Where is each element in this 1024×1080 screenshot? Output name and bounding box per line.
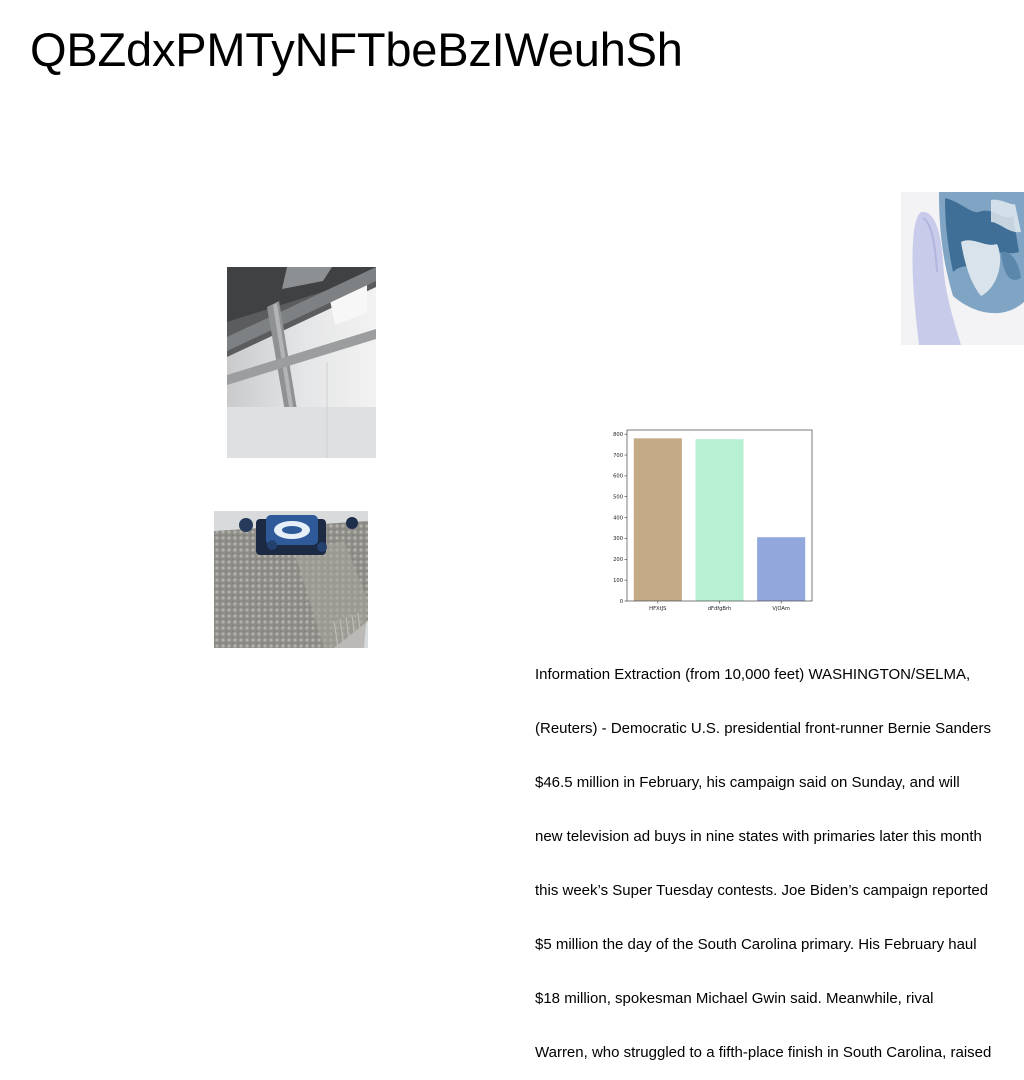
y-tick-label: 400: [613, 515, 623, 521]
article-text: Information Extraction (from 10,000 feet…: [535, 630, 1024, 1080]
scarf-with-box-photo: [214, 511, 368, 648]
article-line: new television ad buys in nine states wi…: [535, 828, 1024, 846]
warehouse-ceiling-photo: [227, 267, 376, 458]
x-tick-label: dFdfgBrh: [708, 606, 732, 612]
y-tick-label: 700: [613, 453, 623, 459]
article-line: (Reuters) - Democratic U.S. presidential…: [535, 720, 1024, 738]
bar-chart: HFXtJS dFdfgBrh VjOAm 0 100 200 300 400 500 600 70…: [607, 424, 819, 616]
article-line: Information Extraction (from 10,000 feet…: [535, 666, 1024, 684]
article-line: $46.5 million in February, his campaign …: [535, 774, 1024, 792]
x-tick-label: HFXtJS: [649, 606, 666, 612]
y-tick-label: 300: [613, 536, 623, 542]
article-line: Warren, who struggled to a fifth-place f…: [535, 1044, 1024, 1062]
article-line: $18 million, spokesman Michael Gwin said…: [535, 990, 1024, 1008]
chart-bar: [695, 439, 743, 601]
x-tick-label: VjOAm: [772, 606, 790, 612]
y-tick-label: 800: [613, 432, 623, 438]
y-tick-label: 100: [613, 578, 623, 584]
chart-bar: [634, 438, 682, 601]
article-line: $5 million the day of the South Carolina…: [535, 936, 1024, 954]
page-title: QBZdxPMTyNFTbeBzIWeuhSh: [30, 22, 683, 78]
chart-bar: [757, 537, 805, 601]
y-tick-label: 500: [613, 495, 623, 501]
y-tick-label: 0: [620, 599, 623, 605]
y-tick-label: 200: [613, 557, 623, 563]
article-line: this week’s Super Tuesday contests. Joe …: [535, 882, 1024, 900]
hand-holding-globe-glass-photo: [901, 192, 1024, 345]
y-tick-label: 600: [613, 474, 623, 480]
